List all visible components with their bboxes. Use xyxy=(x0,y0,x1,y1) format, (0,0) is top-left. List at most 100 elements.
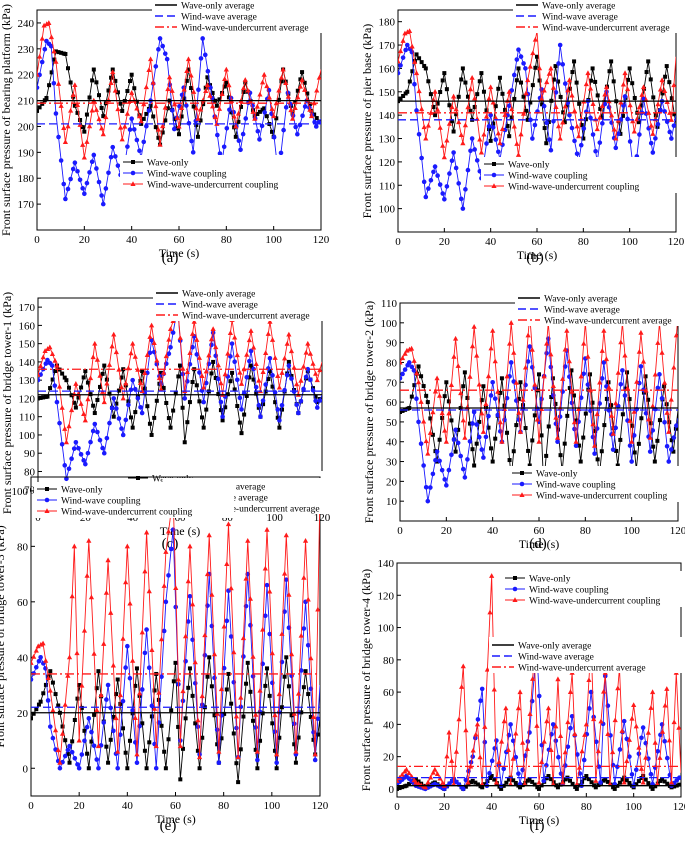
data-point-under xyxy=(313,370,319,376)
x-tick-label: 40 xyxy=(126,234,138,246)
data-point-wind xyxy=(142,650,148,656)
legend-bg xyxy=(153,285,349,321)
data-point-wave xyxy=(200,415,205,420)
data-point-under xyxy=(106,362,113,367)
y-tick-label: 60 xyxy=(17,597,29,609)
data-point-wave xyxy=(423,66,428,71)
legend-series-label-wind: Wind-wave coupling xyxy=(508,172,588,182)
data-point-wind xyxy=(449,158,455,164)
data-point-wave xyxy=(204,407,209,412)
data-point-under xyxy=(536,65,543,71)
data-point-wave xyxy=(220,418,225,423)
data-point-under xyxy=(613,400,619,406)
data-point-under xyxy=(397,778,400,783)
data-point-wind xyxy=(444,184,450,189)
data-point-wind xyxy=(400,371,405,377)
legend-avg-label-under: Wind-wave-undercurrent average xyxy=(518,664,646,674)
y-tick-label: 100 xyxy=(19,430,36,442)
data-point-wind xyxy=(437,458,442,464)
data-point-wave xyxy=(422,63,427,68)
data-point-wave xyxy=(92,712,97,717)
data-point-under xyxy=(541,87,547,93)
data-point-wind xyxy=(599,376,605,381)
data-point-wind xyxy=(398,63,403,68)
data-point-under xyxy=(532,381,538,387)
data-point-wave xyxy=(229,701,234,706)
data-point-under xyxy=(187,350,193,355)
data-point-wave xyxy=(195,134,200,139)
data-point-wind xyxy=(477,169,483,174)
data-point-wind xyxy=(107,420,112,426)
data-point-wind xyxy=(113,154,118,159)
data-point-wind xyxy=(475,717,481,722)
data-point-under xyxy=(470,747,476,753)
data-point-under xyxy=(624,385,631,391)
data-point-under xyxy=(427,430,433,435)
data-point-wave xyxy=(129,72,134,77)
data-point-wave xyxy=(38,699,43,704)
legend-bg xyxy=(34,482,234,518)
data-point-wave xyxy=(626,77,631,82)
data-point-wave xyxy=(475,92,480,97)
x-tick-label: 120 xyxy=(313,234,330,246)
data-point-wave xyxy=(180,405,185,410)
data-point-under xyxy=(489,573,495,578)
data-point-wave xyxy=(493,104,498,109)
data-point-wind xyxy=(263,382,268,387)
data-point-wave xyxy=(109,75,114,80)
data-point-wind xyxy=(504,395,510,401)
data-point-wind xyxy=(555,439,560,445)
data-point-wave xyxy=(444,380,449,385)
data-point-wind xyxy=(64,476,69,482)
data-point-wind xyxy=(162,51,168,56)
data-point-under xyxy=(148,56,154,62)
data-point-wave xyxy=(224,80,229,85)
data-point-under xyxy=(619,728,625,733)
x-tick-label: 0 xyxy=(34,234,40,246)
data-point-wave xyxy=(431,104,436,109)
data-point-wave xyxy=(607,69,612,74)
data-point-wave xyxy=(617,780,622,785)
data-point-wind xyxy=(255,128,261,134)
data-point-under xyxy=(594,411,600,417)
data-point-wave xyxy=(463,784,468,789)
data-point-under xyxy=(187,543,193,549)
data-point-wind xyxy=(263,613,268,619)
data-point-under xyxy=(82,417,88,423)
data-point-wind xyxy=(38,655,43,660)
data-point-wave xyxy=(144,766,149,771)
data-point-under xyxy=(615,685,621,691)
data-point-wave xyxy=(107,391,112,396)
data-point-wave xyxy=(527,777,532,782)
data-point-wave xyxy=(140,369,145,374)
data-point-wave xyxy=(308,714,313,719)
data-point-under xyxy=(432,766,438,772)
data-point-wave xyxy=(618,437,623,442)
data-point-wave xyxy=(542,126,547,131)
data-point-under xyxy=(586,677,592,682)
data-point-wind xyxy=(573,443,579,448)
data-point-wind xyxy=(578,142,584,148)
data-point-wave xyxy=(609,59,614,64)
data-point-wind xyxy=(553,90,559,95)
data-point-wind xyxy=(455,440,461,446)
data-point-under xyxy=(283,80,289,86)
data-point-wave xyxy=(636,441,641,446)
data-point-under xyxy=(508,320,514,325)
data-point-under xyxy=(307,350,314,356)
data-point-under xyxy=(448,382,455,388)
data-point-under xyxy=(608,412,615,418)
data-point-wave xyxy=(289,713,294,718)
data-point-wind xyxy=(527,730,532,735)
data-point-wave xyxy=(193,721,198,726)
x-tick-label: 60 xyxy=(532,236,544,248)
data-point-wind xyxy=(548,364,554,370)
data-point-under xyxy=(135,366,141,372)
data-point-wind xyxy=(308,377,313,383)
y-tick-label: 150 xyxy=(379,87,396,99)
data-point-under xyxy=(108,610,114,615)
data-point-wind xyxy=(57,765,63,771)
data-point-under xyxy=(111,331,117,337)
y-tick-label: 110 xyxy=(19,412,36,424)
data-point-wave xyxy=(194,383,199,388)
